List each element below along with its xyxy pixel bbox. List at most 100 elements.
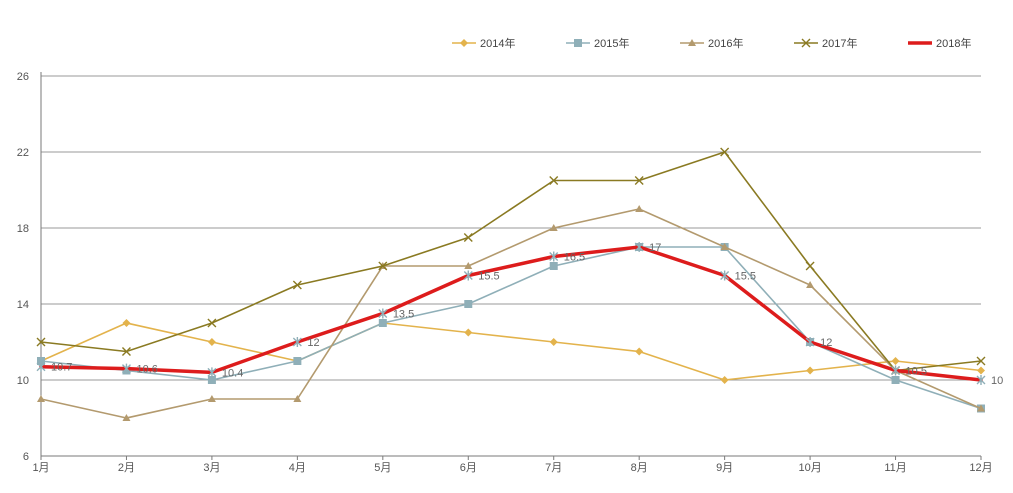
data-point	[977, 404, 985, 412]
data-point	[378, 308, 388, 319]
series-line	[39, 245, 983, 382]
data-label: 12	[307, 337, 319, 349]
data-point	[378, 261, 388, 271]
data-point	[805, 261, 815, 271]
data-point	[121, 363, 131, 374]
data-point	[720, 270, 730, 281]
data-point	[207, 318, 217, 328]
y-tick-label: 10	[17, 375, 29, 387]
data-point	[464, 328, 473, 337]
legend-label: 2016年	[708, 36, 743, 50]
legend-label: 2015年	[594, 36, 629, 50]
data-point	[207, 395, 216, 402]
x-tick-label: 1月	[32, 462, 49, 474]
series-2017年	[36, 147, 986, 375]
data-label: 16.5	[564, 252, 585, 264]
y-tick-label: 6	[23, 451, 29, 463]
data-point	[806, 281, 815, 288]
data-point	[720, 376, 729, 384]
data-point	[549, 262, 558, 270]
legend-item: 2017年	[794, 36, 857, 50]
data-point	[634, 176, 644, 185]
y-tick-label: 22	[17, 147, 29, 159]
axes: 6 10 14 18 22 26 1月 2月 3月 4月 5月 6月 7月 8月 9月 10月 11月 12月	[17, 71, 993, 474]
y-tick-label: 18	[17, 223, 29, 235]
series-2016年	[37, 205, 985, 421]
series-line	[40, 151, 982, 372]
data-point	[378, 319, 387, 327]
data-point	[121, 347, 131, 356]
x-tick-label: 5月	[374, 462, 391, 474]
data-point	[549, 338, 558, 346]
data-point	[37, 357, 45, 365]
data-point	[549, 251, 559, 262]
x-tick-label: 2月	[118, 462, 135, 474]
x-tick-label: 4月	[289, 462, 306, 474]
x-tick-label: 10月	[798, 462, 821, 474]
data-point	[635, 205, 644, 212]
legend-item: 2018年	[908, 36, 971, 50]
data-label: 12	[820, 337, 832, 349]
data-point	[207, 376, 216, 384]
data-point	[635, 347, 644, 356]
x-tick-label: 8月	[631, 462, 648, 474]
data-point	[463, 233, 473, 242]
data-point	[634, 242, 644, 252]
x-tick-label: 7月	[545, 462, 562, 474]
data-point	[37, 395, 45, 402]
data-point	[720, 243, 729, 250]
data-point	[549, 224, 558, 231]
legend-marker	[688, 39, 696, 46]
data-point	[977, 366, 985, 375]
series-line	[40, 208, 982, 419]
legend-item: 2015年	[566, 36, 629, 50]
grid-lines	[41, 75, 981, 381]
data-point	[293, 395, 302, 402]
series-2018年	[36, 242, 986, 385]
data-label: 10.6	[136, 364, 157, 376]
data-point	[207, 367, 217, 378]
data-label: 10.5	[906, 366, 927, 378]
data-point	[464, 262, 473, 269]
data-label: 15.5	[735, 271, 756, 283]
data-point	[891, 365, 901, 376]
data-point	[293, 357, 302, 365]
data-point	[549, 176, 559, 185]
data-point	[806, 366, 815, 375]
data-point	[976, 375, 986, 385]
data-label: 10	[991, 375, 1003, 387]
legend-label: 2014年	[480, 36, 515, 50]
series-2015年	[37, 243, 985, 413]
data-point	[292, 280, 302, 290]
legend-marker	[574, 39, 582, 47]
data-point	[891, 357, 900, 365]
data-point	[976, 356, 986, 366]
legend: 2014年 2015年 2016年 2017年 2018年	[452, 36, 971, 50]
data-label: 15.5	[478, 271, 499, 283]
x-tick-label: 9月	[716, 462, 733, 474]
x-tick-label: 6月	[460, 462, 477, 474]
legend-marker	[801, 38, 811, 48]
data-point	[463, 270, 473, 281]
data-point	[207, 338, 216, 346]
data-label: 13.5	[393, 309, 414, 321]
legend-label: 2017年	[822, 36, 857, 50]
data-point	[891, 376, 900, 384]
y-tick-label: 26	[17, 71, 29, 83]
data-point	[805, 337, 815, 347]
data-point	[36, 337, 46, 347]
series-line	[40, 322, 982, 381]
data-point	[292, 337, 302, 347]
legend-label: 2018年	[936, 36, 971, 50]
data-point	[720, 147, 730, 157]
data-point	[122, 414, 131, 421]
x-tick-label: 11月	[884, 462, 906, 474]
series-lines	[36, 147, 986, 421]
data-label: 17	[649, 242, 661, 254]
data-point	[36, 361, 46, 372]
legend-item: 2016年	[680, 36, 743, 50]
data-labels: 10.7 10.6 10.4 12 13.5 15.5 16.5 17 15.5 12 10.5 10	[51, 242, 1003, 387]
x-tick-label: 12月	[969, 462, 992, 474]
x-tick-label: 3月	[203, 462, 220, 474]
